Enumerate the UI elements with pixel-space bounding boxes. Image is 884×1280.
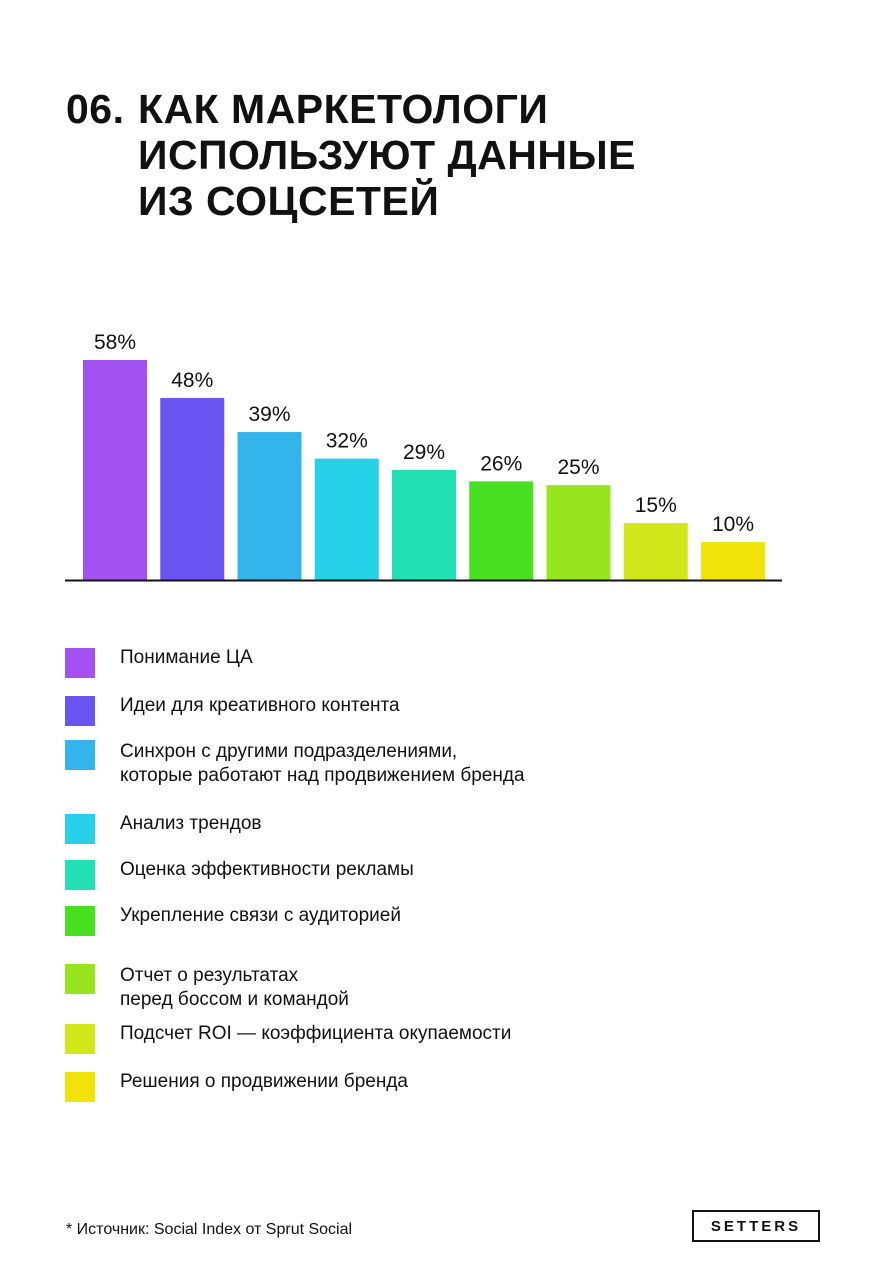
bar-value-label: 48% (171, 369, 213, 392)
bar-value-label: 29% (403, 441, 445, 464)
title-line-3: ИЗ СОЦСЕТЕЙ (138, 178, 440, 224)
bar-value-label: 26% (480, 452, 522, 475)
bar-7 (546, 485, 611, 580)
legend-label: Идеи для креативного контента (120, 695, 400, 716)
legend-label: Оценка эффективности рекламы (120, 859, 414, 880)
title-line-1: КАК МАРКЕТОЛОГИ (138, 86, 549, 132)
bar-value-label: 15% (635, 494, 677, 517)
bar-chart: 58% 48% 39% 32% 29% 26% 25% 15% 10% (65, 331, 782, 582)
source-note: * Источник: Social Index от Sprut Social (66, 1221, 353, 1238)
legend-swatch (65, 906, 95, 936)
legend-label: Решения о продвижении бренда (120, 1071, 408, 1092)
legend-swatch (65, 696, 95, 726)
bar-2 (160, 397, 225, 580)
bar-value-label: 10% (712, 513, 754, 536)
bar-value-label: 32% (326, 430, 368, 453)
legend-swatch (65, 814, 95, 844)
legend-swatch (65, 740, 95, 770)
bar-3 (237, 432, 302, 580)
bar-4 (314, 458, 379, 580)
setters-logo: SETTERS (692, 1210, 820, 1242)
title-line-2: ИСПОЛЬЗУЮТ ДАННЫЕ (138, 132, 636, 178)
legend-swatch (65, 1024, 95, 1054)
legend-label: Укрепление связи с аудиторией (120, 905, 401, 926)
legend-label: Подсчет ROI — коэффициента окупаемости (120, 1023, 512, 1044)
legend-label: Отчет о результатах перед боссом и коман… (120, 965, 349, 1010)
legend-label: Анализ трендов (120, 813, 262, 834)
legend-label: Синхрон с другими подразделениями, котор… (120, 741, 525, 786)
bar-9 (701, 542, 765, 580)
legend-swatch (65, 860, 95, 890)
bar-value-label: 39% (248, 403, 290, 426)
legend-label: Понимание ЦА (120, 647, 253, 668)
bar-5 (392, 470, 456, 580)
legend-swatch (65, 1072, 95, 1102)
bar-1 (83, 360, 147, 580)
bar-6 (469, 481, 534, 580)
legend-swatch (65, 964, 95, 994)
bar-value-label: 25% (557, 456, 599, 479)
legend-swatch (65, 648, 95, 678)
title-number: 06. (66, 86, 125, 132)
bar-value-label: 58% (94, 331, 136, 354)
bar-8 (623, 523, 688, 580)
